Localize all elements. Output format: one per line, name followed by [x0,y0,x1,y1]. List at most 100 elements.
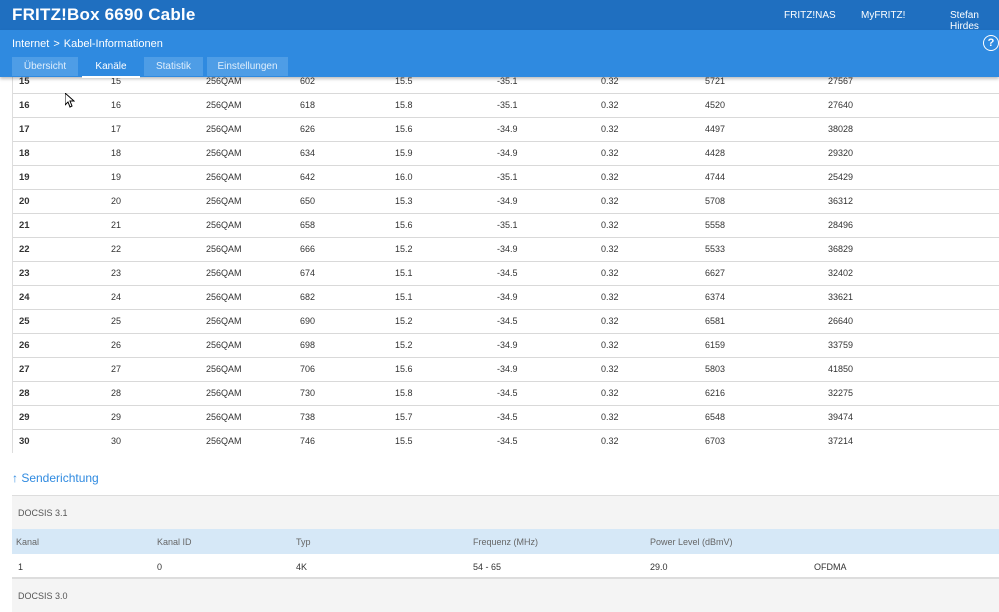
table-cell: 706 [300,364,316,374]
table-cell: 4497 [705,124,726,134]
table-cell: 19 [111,172,122,182]
table-cell: 256QAM [206,364,242,374]
table-cell: 15.8 [395,388,413,398]
table-cell: 15.3 [395,196,413,206]
table-cell: -34.9 [497,364,518,374]
table-cell: 674 [300,268,316,278]
cell-typ: 4K [296,562,308,572]
table-cell: 15.2 [395,316,413,326]
cell-power-level: 29.0 [650,562,668,572]
table-cell: 36829 [828,244,854,254]
table-cell: 15.6 [395,124,413,134]
brand-title: FRITZ!Box 6690 Cable [12,5,196,24]
table-cell: 29 [111,412,122,422]
table-cell: 19 [19,172,30,183]
table-row: 15 15 256QAM 602 15.5 -35.1 0.32 5721 27567 [13,77,999,94]
table-cell: 28496 [828,220,854,230]
table-cell: -35.1 [497,172,518,182]
table-cell: 18 [111,148,122,158]
table-cell: 256QAM [206,100,242,110]
tab-statistik[interactable]: Statistik [144,57,203,76]
table-cell: 746 [300,436,316,446]
table-cell: 30 [111,436,122,446]
table-cell: 256QAM [206,124,242,134]
upstream-table-row: 1 0 4K 54 - 65 29.0 OFDMA [12,554,999,578]
col-typ: Typ [296,537,311,547]
table-cell: -34.5 [497,412,518,422]
table-cell: 15.8 [395,100,413,110]
table-cell: 41850 [828,364,854,374]
table-cell: -34.5 [497,436,518,446]
table-cell: 618 [300,100,316,110]
table-cell: 15.9 [395,148,413,158]
table-cell: 730 [300,388,316,398]
table-cell: 0.32 [601,124,619,134]
table-cell: 6216 [705,388,726,398]
table-cell: 28 [111,388,122,398]
table-cell: 25 [19,316,30,327]
table-cell: 16.0 [395,172,413,182]
table-cell: 23 [19,268,30,279]
user-menu-link[interactable]: Stefan Hirdes [950,10,979,32]
breadcrumb-separator: > [53,38,60,50]
table-cell: 21 [19,220,30,231]
table-row: 17 17 256QAM 626 15.6 -34.9 0.32 4497 38028 [13,117,999,142]
table-cell: 0.32 [601,100,619,110]
fritznas-link[interactable]: FRITZ!NAS [784,10,836,21]
docsis-30-label: DOCSIS 3.0 [18,591,68,601]
table-cell: -34.9 [497,340,518,350]
table-cell: -34.9 [497,244,518,254]
table-row: 23 23 256QAM 674 15.1 -34.5 0.32 6627 32402 [13,261,999,286]
table-cell: 0.32 [601,364,619,374]
table-row: 30 30 256QAM 746 15.5 -34.5 0.32 6703 37214 [13,429,999,453]
tab-kanaele[interactable]: Kanäle [82,57,140,78]
cell-kanal: 1 [18,562,24,572]
table-cell: 626 [300,124,316,134]
table-cell: 4520 [705,100,726,110]
downstream-table: 15 15 256QAM 602 15.5 -35.1 0.32 5721 27567 16 16 2… [12,77,999,453]
table-cell: 0.32 [601,220,619,230]
table-cell: 15 [111,77,122,86]
table-cell: -35.1 [497,100,518,110]
table-cell: 6548 [705,412,726,422]
tab-uebersicht[interactable]: Übersicht [12,57,78,76]
table-cell: 15.2 [395,340,413,350]
table-cell: 5558 [705,220,726,230]
table-cell: 5533 [705,244,726,254]
table-cell: 0.32 [601,316,619,326]
table-cell: 27 [111,364,122,374]
tab-einstellungen[interactable]: Einstellungen [207,57,288,76]
table-cell: 6703 [705,436,726,446]
table-cell: 15.7 [395,412,413,422]
help-icon[interactable]: ? [983,35,999,51]
table-cell: 15.1 [395,292,413,302]
table-cell: 15.2 [395,244,413,254]
table-cell: 28 [19,388,30,399]
table-cell: 6581 [705,316,726,326]
breadcrumb-internet[interactable]: Internet [12,38,50,50]
table-cell: 20 [19,196,30,207]
table-cell: 15 [19,77,30,87]
table-cell: 20 [111,196,122,206]
table-row: 28 28 256QAM 730 15.8 -34.5 0.32 6216 32275 [13,381,999,406]
table-row: 29 29 256QAM 738 15.7 -34.5 0.32 6548 39474 [13,405,999,430]
table-cell: 256QAM [206,412,242,422]
table-cell: 6374 [705,292,726,302]
table-cell: 690 [300,316,316,326]
table-cell: 256QAM [206,268,242,278]
senderichtung-heading[interactable]: ↑ Senderichtung [12,471,99,485]
docsis-30-header: DOCSIS 3.0 [12,578,999,612]
col-frequenz: Frequenz (MHz) [473,537,539,547]
docsis-31-label: DOCSIS 3.1 [18,508,68,518]
table-cell: 256QAM [206,244,242,254]
table-cell: -34.9 [497,292,518,302]
table-cell: 0.32 [601,436,619,446]
sub-header: Internet > Kabel-Informationen ? Übersicht… [0,30,999,78]
table-cell: -35.1 [497,77,518,86]
table-row: 27 27 256QAM 706 15.6 -34.9 0.32 5803 41850 [13,357,999,382]
table-cell: 29 [19,412,30,423]
table-cell: 256QAM [206,220,242,230]
table-cell: 15.1 [395,268,413,278]
myfritz-link[interactable]: MyFRITZ! [861,10,906,21]
table-row: 18 18 256QAM 634 15.9 -34.9 0.32 4428 29320 [13,141,999,166]
